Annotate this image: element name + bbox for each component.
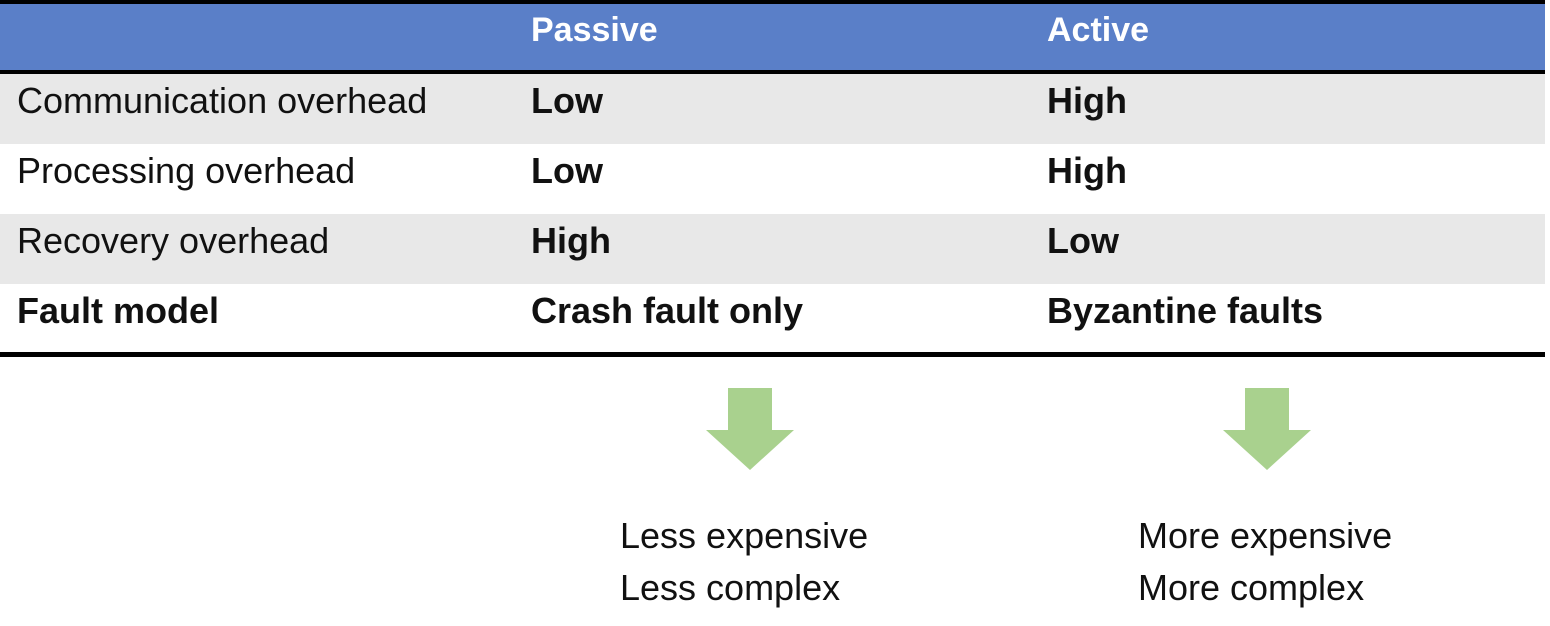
passive-value: Low [531, 150, 603, 191]
down-arrow-icon [1223, 388, 1311, 470]
active-summary-line: More complex [1138, 567, 1365, 608]
row-label: Processing overhead [17, 150, 356, 191]
active-summary-line: More expensive [1138, 515, 1393, 556]
row-label: Fault model [17, 290, 220, 331]
active-summary: More expensive More complex [1138, 510, 1392, 614]
table-row: Fault model Crash fault only Byzantine f… [0, 284, 1545, 354]
table-bottom-rule [0, 352, 1545, 357]
header-active: Active [1047, 11, 1150, 49]
passive-value: High [531, 220, 611, 261]
table-row: Communication overhead Low High [0, 74, 1545, 144]
header-rule [0, 70, 1545, 74]
header-passive: Passive [531, 11, 658, 49]
table-top-rule [0, 0, 1545, 4]
table-header [0, 4, 1545, 70]
active-value: High [1047, 80, 1127, 121]
passive-summary-line: Less complex [620, 567, 841, 608]
table-row: Processing overhead Low High [0, 144, 1545, 214]
row-label: Communication overhead [17, 80, 428, 121]
active-value: Low [1047, 220, 1119, 261]
passive-value: Low [531, 80, 603, 121]
active-value: Byzantine faults [1047, 290, 1324, 331]
down-arrow-icon [706, 388, 794, 470]
active-value: High [1047, 150, 1127, 191]
passive-summary-line: Less expensive [620, 515, 869, 556]
table-row: Recovery overhead High Low [0, 214, 1545, 284]
passive-summary: Less expensive Less complex [620, 510, 868, 614]
passive-value: Crash fault only [531, 290, 804, 331]
row-label: Recovery overhead [17, 220, 330, 261]
